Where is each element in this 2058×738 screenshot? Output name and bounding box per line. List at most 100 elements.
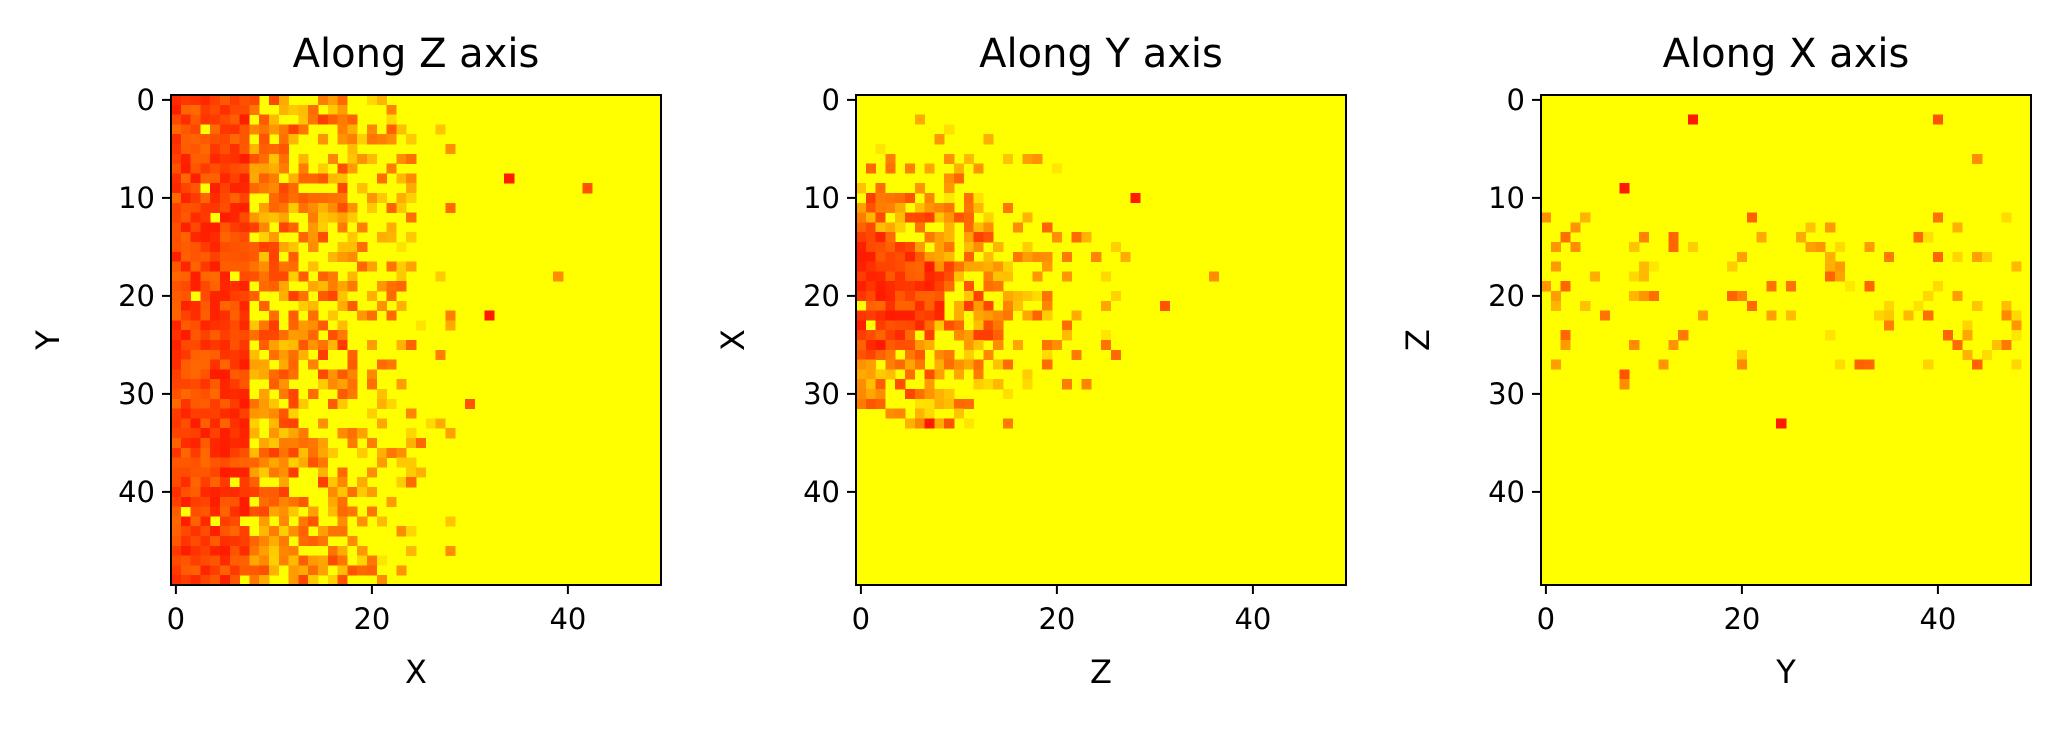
heatmap-cell — [406, 134, 417, 145]
heatmap-cell — [171, 193, 182, 204]
heatmap-cell — [327, 487, 338, 498]
heatmap-cell — [347, 428, 358, 439]
heatmap-cell — [1541, 281, 1552, 292]
heatmap-cell — [973, 202, 984, 213]
heatmap-cell — [337, 104, 348, 115]
heatmap-cell — [180, 477, 191, 488]
heatmap-cell — [210, 545, 221, 556]
heatmap-cell — [954, 369, 965, 380]
heatmap-cell — [180, 104, 191, 115]
heatmap-cell — [259, 526, 270, 537]
heatmap-cell — [905, 242, 916, 253]
heatmap-cell — [220, 144, 231, 155]
heatmap-cell — [220, 124, 231, 135]
heatmap-cell — [406, 428, 417, 439]
heatmap-cell — [200, 506, 211, 517]
heatmap-cell — [445, 428, 456, 439]
heatmap-cell — [1032, 251, 1043, 262]
heatmap-cell — [895, 261, 906, 272]
heatmap-cell — [924, 300, 935, 311]
heatmap-cell — [171, 496, 182, 507]
heatmap-cell — [318, 134, 329, 145]
heatmap-cell — [1629, 271, 1640, 282]
heatmap-cell — [905, 330, 916, 341]
heatmap-cell — [210, 300, 221, 311]
heatmap-cell — [288, 555, 299, 566]
heatmap-cell — [934, 134, 945, 145]
heatmap-cell — [357, 310, 368, 321]
heatmap-cell — [259, 506, 270, 517]
heatmap-cell — [200, 418, 211, 429]
heatmap-cell — [406, 173, 417, 184]
heatmap-cell — [856, 320, 867, 331]
heatmap-cell — [1982, 251, 1993, 262]
heatmap-cell — [200, 134, 211, 145]
heatmap-cell — [278, 104, 289, 115]
heatmap-cell — [308, 506, 319, 517]
heatmap-cell — [171, 163, 182, 174]
heatmap-outlier-cell — [924, 418, 935, 429]
heatmap-cell — [1629, 340, 1640, 351]
heatmap-cell — [298, 202, 309, 213]
heatmap-cell — [347, 565, 358, 576]
heatmap-cell — [220, 163, 231, 174]
heatmap-cell — [239, 379, 250, 390]
heatmap-cell — [963, 242, 974, 253]
heatmap-cell — [1923, 291, 1934, 302]
heatmap-cell — [1003, 418, 1014, 429]
heatmap-cell — [1003, 389, 1014, 400]
heatmap-cell — [249, 457, 260, 468]
heatmap-cell — [220, 291, 231, 302]
heatmap-cell — [229, 565, 240, 576]
x-tick-label: 0 — [167, 602, 185, 636]
y-tick-label: 40 — [803, 475, 840, 509]
heatmap-cell — [924, 330, 935, 341]
heatmap-cell — [229, 516, 240, 527]
heatmap-cell — [298, 291, 309, 302]
heatmap-cell — [288, 173, 299, 184]
heatmap-cell — [278, 526, 289, 537]
heatmap-cell — [229, 183, 240, 194]
heatmap-cell — [278, 281, 289, 292]
heatmap-cell — [865, 193, 876, 204]
heatmap-cell — [210, 114, 221, 125]
heatmap-cell — [180, 153, 191, 164]
heatmap-cell — [229, 369, 240, 380]
heatmap-cell — [210, 496, 221, 507]
heatmap-cell — [1884, 251, 1895, 262]
heatmap-cell — [190, 183, 201, 194]
heatmap-cell — [220, 271, 231, 282]
heatmap-cell — [239, 467, 250, 478]
heatmap-cell — [337, 467, 348, 478]
heatmap-cell — [1864, 359, 1875, 370]
heatmap-cell — [924, 291, 935, 302]
heatmap-cell — [367, 565, 378, 576]
heatmap-cell — [386, 261, 397, 272]
heatmap-cell — [944, 212, 955, 223]
heatmap-cell — [406, 526, 417, 537]
heatmap-cell — [269, 555, 280, 566]
heatmap-cell — [278, 291, 289, 302]
heatmap-cell — [200, 496, 211, 507]
heatmap-cell — [865, 212, 876, 223]
heatmap-cell — [308, 359, 319, 370]
heatmap-cell — [1560, 232, 1571, 243]
heatmap-cell — [298, 173, 309, 184]
heatmap-cell — [200, 300, 211, 311]
heatmap-cell — [895, 310, 906, 321]
heatmap-cell — [376, 418, 387, 429]
heatmap-cell — [934, 398, 945, 409]
heatmap-cell — [905, 349, 916, 360]
heatmap-cell — [327, 173, 338, 184]
heatmap-cell — [318, 457, 329, 468]
heatmap-cell — [229, 320, 240, 331]
heatmap-cell — [259, 173, 270, 184]
heatmap-cell — [259, 222, 270, 233]
heatmap-cell — [973, 340, 984, 351]
heatmap-cell — [445, 202, 456, 213]
chart-title: Along Y axis — [979, 31, 1223, 77]
heatmap-cell — [386, 291, 397, 302]
heatmap-cell — [190, 104, 201, 115]
heatmap-cell — [1913, 232, 1924, 243]
heatmap-cell — [406, 153, 417, 164]
